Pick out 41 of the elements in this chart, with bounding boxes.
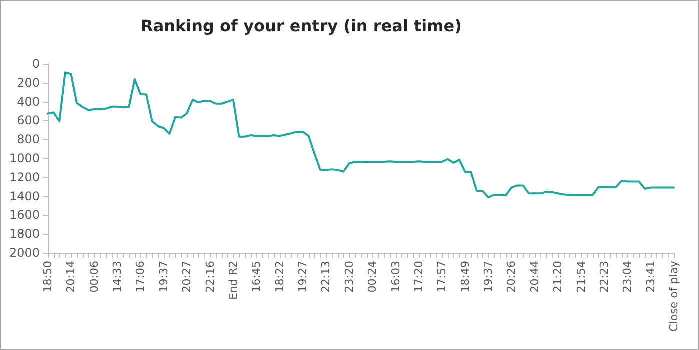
x-tick-label: 19:37: [157, 261, 170, 293]
x-tick-label: 17:57: [436, 261, 449, 293]
y-tick-label: 2000: [9, 246, 40, 260]
x-tick-label: 23:04: [621, 261, 634, 293]
y-tick-label: 600: [17, 114, 40, 128]
x-tick-label: 21:54: [574, 261, 588, 293]
x-tick-label: 20:14: [64, 261, 78, 293]
line-series: [47, 72, 675, 199]
x-tick-label: 23:20: [342, 261, 356, 293]
x-tick-label: 22:13: [320, 261, 333, 293]
x-tick-label: 16:45: [250, 261, 264, 293]
y-tick-label: 1200: [9, 170, 40, 184]
y-tick-label: 800: [17, 132, 40, 147]
x-tick-label: 20:27: [180, 261, 194, 293]
x-tick-label: 21:20: [552, 261, 565, 293]
y-tick-label: 1600: [9, 208, 40, 222]
y-tick-label: 1800: [9, 227, 40, 242]
x-tick-label: 19:37: [482, 261, 496, 293]
y-tick-label: 400: [17, 94, 40, 109]
y-tick-label: 1000: [9, 152, 40, 166]
x-tick-label: 16:03: [389, 261, 402, 293]
x-tick-label: 14:33: [111, 261, 124, 293]
x-tick-label: 20:44: [528, 261, 542, 293]
y-tick-label: 1400: [9, 189, 40, 204]
x-tick-label: 23:41: [644, 261, 658, 293]
x-tick-label: 17:20: [412, 261, 426, 293]
x-tick-label: 18:22: [273, 261, 286, 293]
x-tick-label: End R2: [226, 261, 240, 300]
x-tick-label: Close of play: [668, 260, 680, 332]
x-tick-label: 19:27: [296, 261, 310, 293]
x-tick-label: 22:23: [598, 261, 611, 293]
x-tick-label: 00:06: [88, 261, 101, 293]
x-tick-label: 22:16: [204, 261, 217, 293]
chart-title: Ranking of your entry (in real time): [141, 16, 462, 36]
y-tick-label: 0: [32, 57, 40, 71]
x-tick-label: 00:24: [366, 261, 380, 293]
x-tick-label: 18:49: [458, 261, 472, 293]
x-tick-label: 18:50: [42, 261, 54, 293]
y-tick-label: 200: [17, 76, 40, 90]
x-tick-label: 17:06: [134, 261, 148, 293]
x-tick-label: 20:26: [505, 261, 518, 293]
